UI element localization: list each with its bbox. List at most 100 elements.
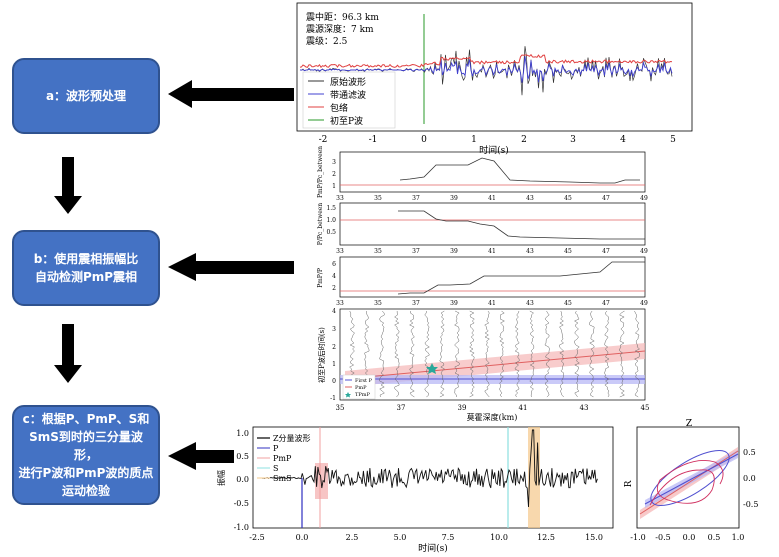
z-component-panel: Z分量波形 P PmP S SmS 1.0 0.5 0.0 -0.5 -1.0 … [216, 426, 614, 554]
section-legend: First P PmP TPmP [342, 374, 376, 400]
step-c-box: c：根据P、PmP、S和 SmS到时的三分量波形， 进行P波和PmP波的质点 运… [12, 405, 160, 505]
top-xlabel: 时间(s) [479, 144, 509, 156]
p3-ytick-6: 6 [332, 261, 336, 268]
sec-ytick-1: 1 [332, 361, 336, 368]
pm-ytick-m05: -0.5 [743, 500, 758, 509]
p2-xtick: 35 [374, 248, 382, 255]
top-xtick-6: 3 [570, 135, 576, 145]
down-arrow-2 [54, 324, 82, 383]
step-b-box: b：使用震相振幅比 自动检测PmP震相 [12, 230, 160, 306]
p3-xtick: 35 [374, 300, 382, 307]
p1-xtick: 43 [526, 195, 534, 202]
left-arrow-a [168, 80, 294, 108]
section-trace [484, 310, 490, 398]
z-xtick: 7.5 [442, 533, 455, 542]
p3-xtick: 37 [412, 300, 420, 307]
section-trace [604, 310, 610, 398]
section-trace [454, 310, 460, 398]
section-trace [409, 310, 415, 398]
legend-s: S [273, 464, 278, 473]
sec-legend-pmp: PmP [355, 385, 367, 391]
legend-z: Z分量波形 [273, 433, 311, 443]
p1-xtick: 37 [412, 195, 420, 202]
legend-firstp: 初至P波 [330, 115, 363, 127]
top-xtick-2: -1 [369, 135, 378, 145]
p3-ytick-2: 2 [332, 285, 336, 292]
p1-xtick: 41 [488, 195, 496, 202]
section-trace [589, 310, 595, 398]
p3-xtick: 49 [640, 300, 648, 307]
bottom-legend: Z分量波形 P PmP S SmS [257, 433, 311, 483]
sec-ytick-2: 2 [332, 344, 336, 351]
pm-ylabel: R [624, 480, 634, 487]
ratio-panel-pmp-p: 6 4 2 PmP/P 33 35 37 39 41 43 45 47 49 [317, 256, 648, 307]
top-xtick-1: -2 [319, 135, 328, 145]
section-trace [544, 310, 550, 398]
z-xtick: 12.5 [537, 533, 555, 542]
bandpass-waveform [299, 56, 673, 83]
z-xtick: 2.5 [346, 533, 359, 542]
p3-xtick: 39 [450, 300, 458, 307]
z-ytick-05: 0.5 [236, 452, 249, 461]
info-distance: 震中距：96.3 km [306, 11, 379, 23]
p3-xtick: 41 [488, 300, 496, 307]
pm-xtick: 1.0 [732, 533, 745, 542]
p2-xtick: 49 [640, 248, 648, 255]
z-waveform [261, 429, 598, 508]
p2-xtick: 37 [412, 248, 420, 255]
particle-top-label: Z [686, 419, 692, 429]
p3-xtick: 43 [526, 300, 534, 307]
top-xtick-8: 5 [670, 135, 676, 145]
envelope-curve [299, 53, 673, 69]
z-xtick: 0.0 [296, 533, 309, 542]
section-xlabel: 莫霍深度(km) [467, 412, 518, 422]
p2-xtick: 45 [564, 248, 572, 255]
section-trace [573, 310, 580, 398]
legend-sms: SmS [273, 474, 292, 483]
top-xtick-4: 1 [471, 135, 477, 145]
down-arrow-1 [54, 157, 82, 214]
p1-ylabel: PmP/Pc_between [317, 146, 324, 198]
pm-ytick-05: 0.5 [743, 448, 756, 457]
p2-xtick: 33 [336, 248, 344, 255]
p1-xtick: 47 [602, 195, 610, 202]
section-trace [469, 310, 475, 398]
section-traces [349, 310, 640, 398]
p1-ytick-3: 3 [332, 159, 336, 166]
legend-env: 包络 [330, 102, 348, 114]
pm-ytick-0: 0.0 [743, 474, 756, 483]
z-xlabel: 时间(s) [418, 542, 448, 554]
z-xtick: 5.0 [394, 533, 407, 542]
particle-motion-panel: Z 0.5 0.0 -0.5 R -1.0 -0.5 0.0 0.5 1.0 [624, 419, 758, 542]
top-legend: 原始波形 带通滤波 包络 初至P波 [302, 71, 396, 129]
z-ylabel: 振幅 [216, 470, 226, 486]
legend-pmp: PmP [273, 454, 292, 463]
p2-ylabel: P/Pc_between [317, 203, 324, 245]
tpmp-star [426, 363, 438, 374]
pm-xtick: 0.5 [708, 533, 721, 542]
ratio-panel-pmp-pc: 3 2 1 PmP/Pc_between 33 35 37 39 41 43 4… [317, 146, 648, 202]
sec-xtick: 35 [336, 404, 345, 412]
p3-xtick: 47 [602, 300, 610, 307]
sec-ytick-0: 0 [332, 378, 336, 385]
z-ytick-m1: -1.0 [234, 523, 249, 532]
pm-xtick: -1.0 [630, 533, 645, 542]
section-trace [394, 310, 400, 398]
p1-ytick-2: 2 [332, 171, 336, 178]
step-a-box: a：波形预处理 [12, 58, 160, 134]
p1-xtick: 35 [374, 195, 382, 202]
p2-xtick: 47 [602, 248, 610, 255]
p1-xtick: 39 [450, 195, 458, 202]
p2-xtick: 41 [488, 248, 496, 255]
info-magnitude: 震级：2.5 [306, 35, 348, 47]
z-xtick: -2.5 [249, 533, 264, 542]
sec-xtick: 45 [641, 404, 650, 412]
ratio-panel-p-pc: 1.5 1.0 0.5 P/Pc_between 33 35 37 39 41 … [317, 202, 648, 255]
p2-xtick: 43 [526, 248, 534, 255]
p3-xtick: 45 [564, 300, 572, 307]
z-xtick: 15.0 [585, 533, 603, 542]
legend-raw: 原始波形 [330, 76, 366, 88]
pm-xtick: -0.5 [655, 533, 670, 542]
legend-p: P [273, 444, 279, 453]
